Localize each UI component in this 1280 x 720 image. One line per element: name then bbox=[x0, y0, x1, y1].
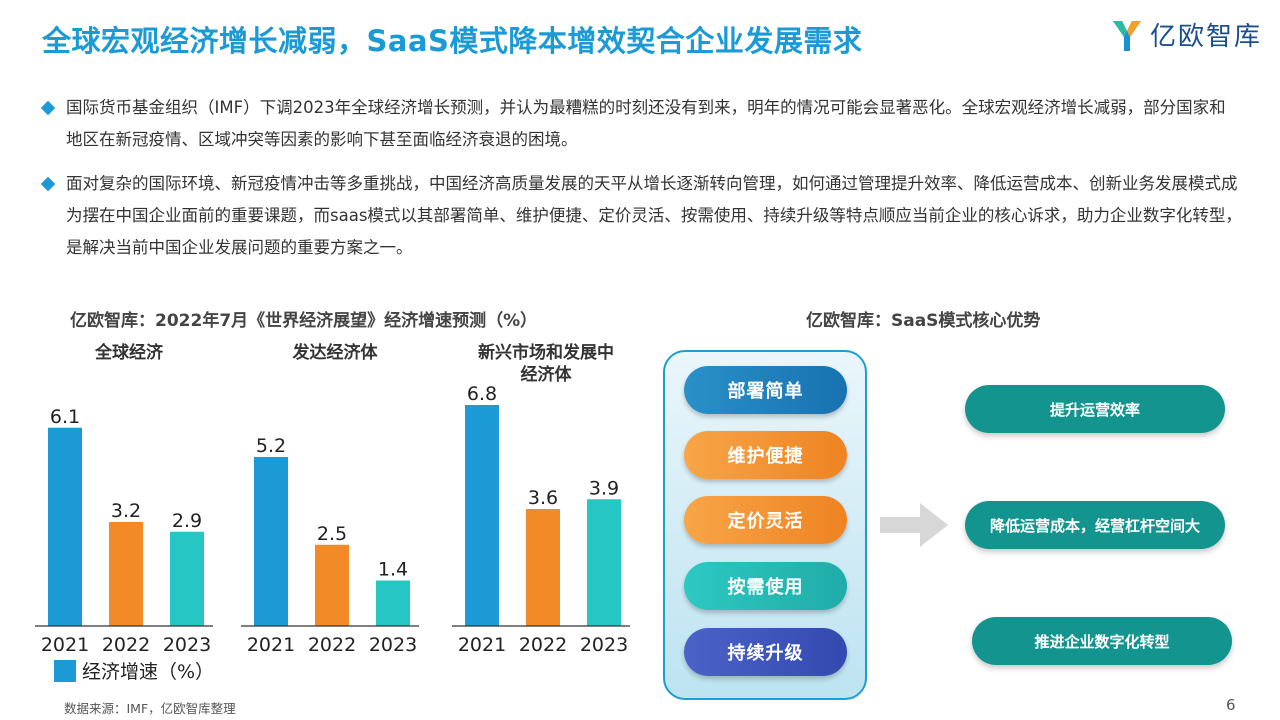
x-tick-label: 2021 bbox=[247, 634, 295, 656]
logo-text: 亿欧智库 bbox=[1150, 22, 1263, 52]
data-label: 3.2 bbox=[111, 500, 141, 522]
x-tick-label: 2022 bbox=[308, 634, 356, 656]
diamond-bullet-icon bbox=[40, 176, 56, 192]
brand-logo: 亿欧智库 bbox=[1110, 16, 1262, 53]
diamond-bullet-icon bbox=[40, 100, 56, 116]
x-tick-label: 2022 bbox=[519, 634, 567, 656]
x-tick-label: 2023 bbox=[580, 634, 628, 656]
chart-title: 亿欧智库：2022年7月《世界经济展望》经济增速预测（%） bbox=[70, 311, 538, 331]
bar bbox=[254, 457, 288, 626]
bar bbox=[526, 509, 560, 626]
data-label: 3.9 bbox=[589, 477, 619, 499]
advantage-pill: 定价灵活 bbox=[684, 496, 847, 544]
right-arrow-icon bbox=[880, 503, 948, 547]
growth-bar-chart: 全球经济 6.1 2021 3.2 2022 2.9 2023 发达经济体 5.2 2021 2.5… bbox=[35, 342, 630, 656]
bar bbox=[48, 427, 82, 626]
bullet-item: 国际货币基金组织（IMF）下调2023年全球经济增长预测，并认为最糟糕的时刻还没… bbox=[40, 92, 1242, 156]
source-note: 数据来源：IMF，亿欧智库整理 bbox=[64, 701, 236, 716]
result-pill: 推进企业数字化转型 bbox=[972, 617, 1232, 665]
group-title: 发达经济体 bbox=[292, 342, 379, 363]
x-tick-label: 2021 bbox=[41, 634, 89, 656]
bar bbox=[315, 544, 349, 626]
data-label: 2.9 bbox=[172, 510, 202, 532]
result-pill: 降低运营成本，经营杠杆空间大 bbox=[965, 501, 1225, 549]
x-tick-label: 2023 bbox=[369, 634, 417, 656]
group-title: 新兴市场和发展中 bbox=[478, 342, 614, 363]
bullet-text: 面对复杂的国际环境、新冠疫情冲击等多重挑战，中国经济高质量发展的天平从增长逐渐转… bbox=[66, 174, 1242, 257]
group-title: 经济体 bbox=[521, 364, 573, 385]
data-label: 3.6 bbox=[528, 487, 558, 509]
bullet-list: 国际货币基金组织（IMF）下调2023年全球经济增长预测，并认为最糟糕的时刻还没… bbox=[40, 92, 1242, 276]
data-label: 2.5 bbox=[317, 523, 347, 545]
bar bbox=[109, 522, 143, 626]
data-label: 1.4 bbox=[378, 559, 408, 581]
bullet-item: 面对复杂的国际环境、新冠疫情冲击等多重挑战，中国经济高质量发展的天平从增长逐渐转… bbox=[40, 168, 1242, 264]
bullet-text: 国际货币基金组织（IMF）下调2023年全球经济增长预测，并认为最糟糕的时刻还没… bbox=[66, 98, 1226, 149]
result-pill: 提升运营效率 bbox=[965, 385, 1225, 433]
page-title: 全球宏观经济增长减弱，SaaS模式降本增效契合企业发展需求 bbox=[42, 24, 863, 58]
x-tick-label: 2021 bbox=[458, 634, 506, 656]
legend-swatch bbox=[54, 659, 76, 682]
x-tick-label: 2022 bbox=[102, 634, 150, 656]
bar bbox=[376, 580, 410, 626]
legend-label: 经济增速（%） bbox=[82, 661, 215, 683]
bar bbox=[587, 499, 621, 626]
bar bbox=[465, 405, 499, 626]
x-tick-label: 2023 bbox=[163, 634, 211, 656]
data-label: 6.8 bbox=[467, 383, 497, 405]
group-title: 全球经济 bbox=[94, 342, 164, 363]
advantage-pill: 维护便捷 bbox=[684, 431, 847, 479]
data-label: 5.2 bbox=[256, 435, 286, 457]
advantage-pill: 持续升级 bbox=[684, 628, 847, 676]
data-label: 6.1 bbox=[50, 406, 80, 428]
chart-legend: 经济增速（%） bbox=[54, 657, 214, 684]
page-number: 6 bbox=[1226, 696, 1236, 714]
advantages-title: 亿欧智库：SaaS模式核心优势 bbox=[806, 311, 1041, 331]
advantage-pill: 按需使用 bbox=[684, 562, 847, 610]
bar bbox=[170, 531, 204, 626]
logo-mark-icon bbox=[1113, 20, 1141, 51]
advantage-pill: 部署简单 bbox=[684, 366, 847, 414]
